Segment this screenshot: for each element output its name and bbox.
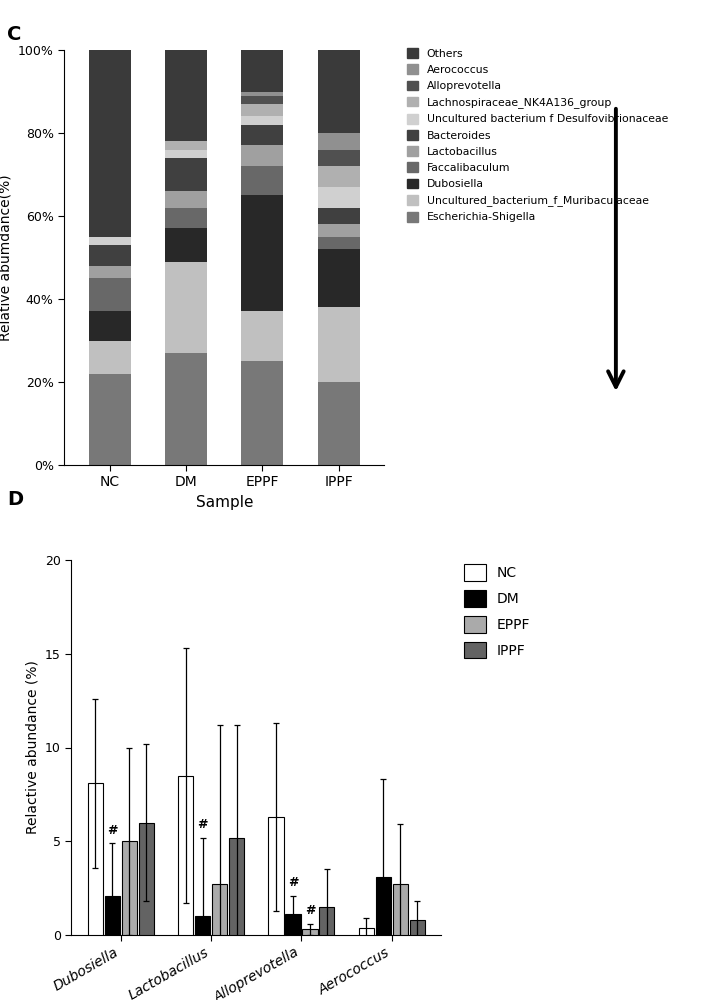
Bar <box>165 228 207 262</box>
Bar <box>241 145 283 166</box>
Bar <box>165 150 207 158</box>
Bar <box>89 311 131 340</box>
Bar <box>318 150 360 166</box>
Bar <box>241 104 283 116</box>
Text: #: # <box>197 818 208 831</box>
Bar <box>318 50 360 133</box>
Bar <box>359 928 374 935</box>
Text: #: # <box>288 876 298 889</box>
Bar <box>392 884 408 935</box>
Bar <box>165 262 207 353</box>
Bar <box>318 166 360 187</box>
Bar <box>165 353 207 465</box>
Bar <box>139 822 154 935</box>
Bar <box>89 50 131 237</box>
Text: D: D <box>7 490 23 509</box>
Bar <box>318 249 360 307</box>
Text: #: # <box>107 824 117 837</box>
Bar <box>195 916 210 935</box>
Bar <box>241 361 283 465</box>
Bar <box>241 116 283 125</box>
Bar <box>165 141 207 150</box>
Bar <box>241 96 283 104</box>
Bar <box>318 382 360 465</box>
Bar <box>241 50 283 92</box>
Y-axis label: Relative abumdance(%): Relative abumdance(%) <box>0 174 12 341</box>
Bar <box>89 374 131 465</box>
Bar <box>376 877 391 935</box>
Bar <box>165 158 207 191</box>
Bar <box>268 817 283 935</box>
Bar <box>303 929 318 935</box>
Bar <box>241 195 283 311</box>
Bar <box>89 245 131 266</box>
Bar <box>165 208 207 228</box>
Bar <box>165 191 207 208</box>
Bar <box>178 776 194 935</box>
Bar <box>318 237 360 249</box>
Bar <box>165 50 207 141</box>
Bar <box>318 133 360 150</box>
Y-axis label: Relactive abundance (%): Relactive abundance (%) <box>26 661 39 834</box>
Bar <box>241 166 283 195</box>
Bar <box>318 224 360 237</box>
Bar <box>318 187 360 208</box>
Bar <box>89 237 131 245</box>
Bar <box>105 896 120 935</box>
Bar <box>241 311 283 361</box>
X-axis label: Sample: Sample <box>196 495 253 510</box>
Bar <box>286 914 300 935</box>
Legend: NC, DM, EPPF, IPPF: NC, DM, EPPF, IPPF <box>459 559 535 663</box>
Text: #: # <box>305 904 315 917</box>
Text: C: C <box>7 25 21 44</box>
Bar <box>409 920 425 935</box>
Bar <box>241 92 283 96</box>
Bar <box>122 841 137 935</box>
Bar <box>318 307 360 382</box>
Bar <box>241 125 283 145</box>
Bar <box>318 208 360 224</box>
Bar <box>319 907 335 935</box>
Bar <box>89 340 131 374</box>
Bar <box>212 884 227 935</box>
Bar <box>89 278 131 311</box>
Bar <box>88 783 103 935</box>
Bar <box>229 838 244 935</box>
Bar <box>89 266 131 278</box>
Legend: Others, Aerococcus, Alloprevotella, Lachnospiraceae_NK4A136_group, Uncultured ba: Others, Aerococcus, Alloprevotella, Lach… <box>406 47 669 224</box>
